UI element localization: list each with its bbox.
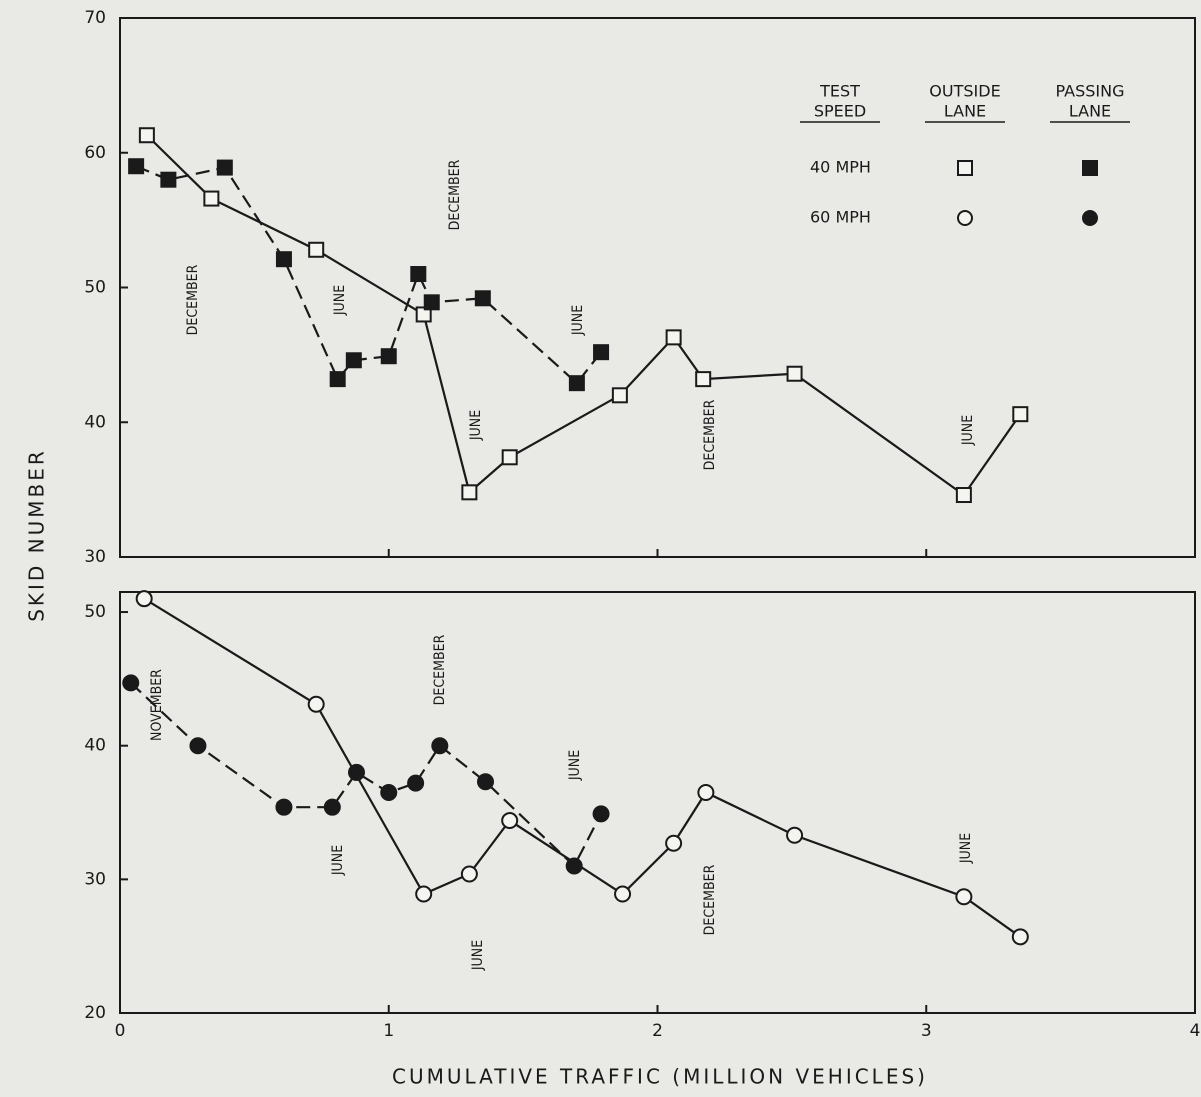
- point: [348, 763, 365, 781]
- legend-symbol: [957, 210, 973, 226]
- point: [955, 888, 973, 906]
- annotation: JUNE: [567, 750, 583, 781]
- legend-symbol: [1082, 160, 1098, 176]
- y-tick-label: 40: [84, 412, 106, 432]
- point: [189, 737, 207, 755]
- point: [501, 449, 518, 466]
- point: [592, 805, 610, 823]
- legend-header: TEST: [819, 82, 860, 101]
- point: [568, 375, 585, 392]
- legend-row-label: 40 MPH: [810, 158, 871, 177]
- legend-header: OUTSIDE: [929, 82, 1000, 101]
- x-axis-label: CUMULATIVE TRAFFIC (MILLION VEHICLES): [392, 1065, 928, 1089]
- y-tick-label: 40: [84, 736, 106, 756]
- point: [665, 329, 682, 346]
- point: [611, 387, 628, 404]
- y-tick-label: 60: [84, 143, 106, 163]
- x-tick-label: 4: [1190, 1021, 1201, 1041]
- point: [460, 865, 478, 883]
- point: [423, 294, 440, 311]
- point: [308, 241, 325, 258]
- point: [216, 159, 233, 176]
- x-tick-label: 3: [921, 1021, 932, 1041]
- point: [138, 127, 155, 144]
- point: [307, 695, 325, 713]
- series-line: [146, 134, 1022, 497]
- legend-header: SPEED: [814, 102, 866, 121]
- annotation: DECEMBER: [447, 159, 463, 230]
- point: [593, 344, 610, 361]
- annotation: DECEMBER: [702, 399, 718, 470]
- y-tick-label: 20: [84, 1003, 106, 1023]
- point: [786, 365, 803, 382]
- point: [786, 826, 804, 844]
- annotation: JUNE: [958, 833, 974, 864]
- annotation: JUNE: [468, 410, 484, 441]
- point: [695, 371, 712, 388]
- point: [275, 798, 293, 816]
- annotation: NOVEMBER: [149, 669, 165, 741]
- point: [955, 487, 972, 504]
- point: [477, 773, 494, 791]
- point: [461, 484, 478, 501]
- annotation: JUNE: [960, 415, 976, 446]
- legend-symbol: [1082, 210, 1098, 226]
- annotation: JUNE: [570, 305, 586, 336]
- legend-header: LANE: [944, 102, 986, 121]
- point: [697, 783, 715, 801]
- annotation: JUNE: [330, 845, 346, 876]
- point: [565, 857, 583, 875]
- point: [128, 158, 145, 175]
- legend-symbol: [957, 160, 973, 176]
- legend-header: PASSING: [1056, 82, 1125, 101]
- annotation: DECEMBER: [185, 264, 201, 335]
- y-tick-label: 50: [84, 278, 106, 298]
- point: [329, 371, 346, 388]
- point: [501, 812, 519, 830]
- point: [135, 590, 153, 608]
- annotation: JUNE: [332, 285, 348, 316]
- y-tick-label: 70: [84, 8, 106, 28]
- point: [415, 306, 432, 323]
- y-tick-label: 50: [84, 602, 106, 622]
- point: [474, 290, 491, 307]
- legend-row-label: 60 MPH: [810, 208, 871, 227]
- point: [203, 190, 220, 207]
- point: [1012, 406, 1029, 423]
- x-tick-label: 0: [115, 1021, 126, 1041]
- point: [160, 171, 177, 188]
- x-tick-label: 2: [652, 1021, 663, 1041]
- point: [380, 348, 397, 365]
- point: [415, 885, 433, 903]
- point: [323, 798, 341, 816]
- y-axis-label: SKID NUMBER: [25, 448, 49, 622]
- y-tick-label: 30: [84, 869, 106, 889]
- x-tick-label: 1: [383, 1021, 394, 1041]
- point: [275, 251, 292, 268]
- y-tick-label: 30: [84, 547, 106, 567]
- point: [410, 266, 427, 283]
- annotation: JUNE: [470, 940, 486, 971]
- point: [1011, 928, 1029, 946]
- point: [407, 774, 425, 792]
- point: [345, 352, 362, 369]
- annotation: DECEMBER: [432, 634, 448, 705]
- point: [122, 674, 140, 692]
- point: [614, 885, 632, 903]
- point: [431, 737, 449, 755]
- point: [380, 783, 398, 801]
- legend-header: LANE: [1069, 102, 1111, 121]
- annotation: DECEMBER: [702, 864, 718, 935]
- point: [665, 834, 683, 852]
